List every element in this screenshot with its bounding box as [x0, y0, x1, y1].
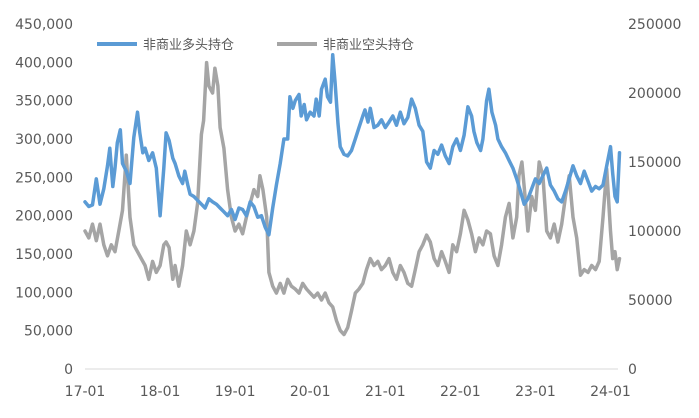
y-left-tick-label: 50,000	[24, 324, 73, 340]
legend: 非商业多头持仓 非商业空头持仓	[97, 37, 414, 53]
series-line-long-position	[83, 52, 622, 237]
x-tick-label: 20-01	[290, 384, 331, 400]
series-line-short-position	[83, 60, 622, 337]
legend-label-long-position: 非商业多头持仓	[143, 37, 234, 53]
x-tick-label: 23-01	[515, 384, 556, 400]
y-right-tick-label: 50000	[628, 293, 673, 309]
axes-group: 0 50,000 100,000 150,000 200,000 250,000 300,0…	[15, 17, 681, 400]
y-left-tick-label: 100,000	[15, 285, 73, 301]
x-tick-label: 19-01	[215, 384, 256, 400]
y-left-tick-label: 200,000	[15, 209, 73, 225]
x-tick-label: 21-01	[365, 384, 406, 400]
legend-label-short-position: 非商业空头持仓	[323, 38, 414, 53]
y-left-tick-label: 150,000	[15, 247, 73, 263]
x-tick-label: 18-01	[140, 384, 181, 400]
series-group	[83, 52, 622, 337]
x-tick-label: 24-01	[590, 384, 631, 400]
x-tick-label: 22-01	[440, 384, 481, 400]
y-left-tick-label: 250,000	[15, 170, 73, 186]
y-right-tick-label: 100000	[628, 224, 681, 240]
y-left-tick-label: 450,000	[15, 17, 73, 33]
y-left-tick-label: 400,000	[15, 55, 73, 71]
y-left-tick-label: 350,000	[15, 94, 73, 110]
y-right-tick-label: 150000	[628, 155, 681, 171]
y-left-tick-label: 0	[64, 362, 73, 378]
y-right-tick-label: 0	[628, 362, 637, 378]
y-left-tick-label: 300,000	[15, 132, 73, 148]
y-right-tick-label: 250000	[628, 17, 681, 33]
x-tick-label: 17-01	[65, 384, 106, 400]
y-right-tick-label: 200000	[628, 86, 681, 102]
